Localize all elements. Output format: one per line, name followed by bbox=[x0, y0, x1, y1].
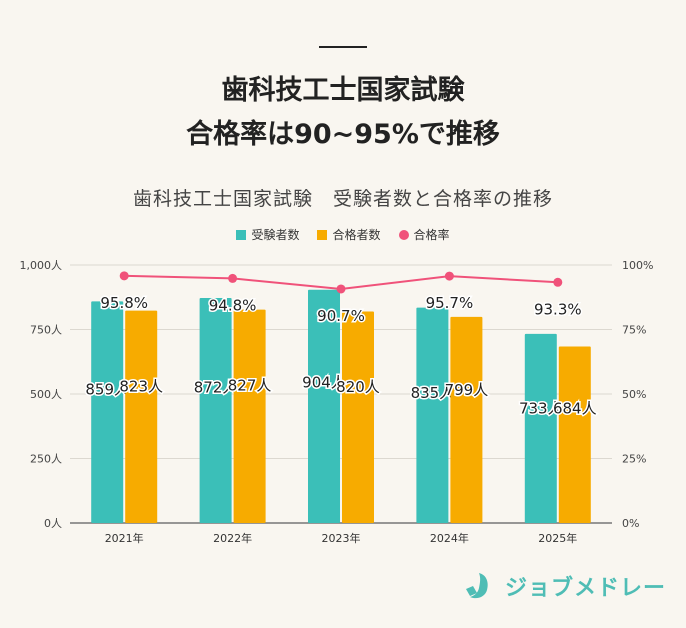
examinees-label: 835人 bbox=[411, 384, 455, 402]
headline-line-1: 歯科技工士国家試験 bbox=[221, 75, 465, 106]
examinees-label: 733人 bbox=[519, 399, 563, 417]
legend-swatch bbox=[398, 230, 409, 240]
passers-label: 799人 bbox=[445, 381, 489, 399]
passers-bar bbox=[558, 346, 591, 523]
chart: 0人 0% 250人 25% 500人 50% 750人 75% 1,000人 100% 2021年… bbox=[20, 259, 654, 545]
left-tick-label: 0人 bbox=[44, 517, 62, 530]
x-tick-label: 2021年 bbox=[105, 531, 144, 545]
passers-bar bbox=[450, 316, 483, 523]
legend-examinees: 受験者数 bbox=[236, 226, 299, 243]
rate-point bbox=[228, 273, 238, 283]
passers-bar bbox=[342, 311, 374, 523]
legend-swatch bbox=[236, 230, 247, 240]
rate-point bbox=[553, 277, 563, 287]
examinees-bar bbox=[91, 301, 124, 523]
left-tick-label: 750人 bbox=[30, 324, 62, 337]
divider bbox=[319, 46, 367, 48]
passers-bar bbox=[125, 310, 158, 523]
passers-label: 823人 bbox=[119, 377, 163, 395]
right-tick-label: 25% bbox=[622, 453, 646, 466]
rate-label: 95.7% bbox=[426, 294, 474, 312]
examinees-bar bbox=[199, 298, 232, 523]
passers-label: 827人 bbox=[228, 377, 272, 395]
left-tick-label: 250人 bbox=[30, 453, 62, 466]
x-tick-label: 2024年 bbox=[430, 531, 469, 545]
rate-point bbox=[336, 284, 346, 294]
logo-text: ジョブメドレー bbox=[505, 576, 667, 601]
legend-label: 合格者数 bbox=[332, 228, 381, 242]
left-tick-label: 1,000人 bbox=[20, 259, 63, 272]
right-tick-label: 50% bbox=[622, 388, 646, 401]
headline-line-2: 合格率は90~95%で推移 bbox=[186, 119, 500, 150]
legend-label: 合格率 bbox=[413, 228, 450, 242]
legend-passers: 合格者数 bbox=[317, 226, 381, 243]
right-tick-label: 0% bbox=[622, 517, 639, 530]
examinees-bar bbox=[308, 289, 340, 523]
passers-label: 820人 bbox=[336, 378, 380, 396]
examinees-bar bbox=[524, 333, 557, 523]
rate-point bbox=[444, 271, 454, 281]
rate-label: 94.8% bbox=[209, 296, 257, 314]
rate-point bbox=[119, 271, 129, 281]
rate-label: 90.7% bbox=[317, 307, 365, 325]
passers-label: 684人 bbox=[553, 400, 597, 418]
examinees-label: 904人 bbox=[302, 374, 346, 392]
left-tick-label: 500人 bbox=[30, 388, 62, 401]
x-tick-label: 2023年 bbox=[322, 531, 361, 545]
x-tick-label: 2025年 bbox=[538, 531, 577, 545]
examinees-label: 872人 bbox=[194, 379, 238, 397]
legend-rate: 合格率 bbox=[398, 226, 450, 243]
right-tick-label: 75% bbox=[622, 324, 646, 337]
examinees-bar bbox=[416, 307, 449, 523]
legend-label: 受験者数 bbox=[251, 228, 300, 242]
passers-bar bbox=[233, 309, 266, 523]
x-tick-label: 2022年 bbox=[213, 531, 252, 545]
logo-mark-icon bbox=[466, 573, 488, 599]
chart-title: 歯科技工士国家試験 受験者数と合格率の推移 bbox=[132, 188, 553, 210]
rate-label: 95.8% bbox=[100, 294, 148, 312]
examinees-label: 859人 bbox=[85, 380, 129, 398]
logo: ジョブメドレー bbox=[465, 570, 666, 602]
legend: 受験者数 合格者数 合格率 bbox=[0, 226, 686, 243]
legend-swatch bbox=[317, 230, 328, 240]
right-tick-label: 100% bbox=[622, 259, 653, 272]
rate-label: 93.3% bbox=[534, 300, 582, 318]
